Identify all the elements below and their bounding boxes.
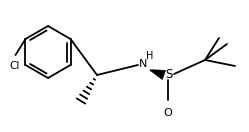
Text: S: S bbox=[165, 67, 173, 81]
Text: H: H bbox=[146, 51, 153, 61]
Polygon shape bbox=[150, 70, 166, 80]
Text: N: N bbox=[139, 59, 147, 69]
Text: O: O bbox=[164, 108, 172, 118]
Text: Cl: Cl bbox=[9, 61, 20, 71]
